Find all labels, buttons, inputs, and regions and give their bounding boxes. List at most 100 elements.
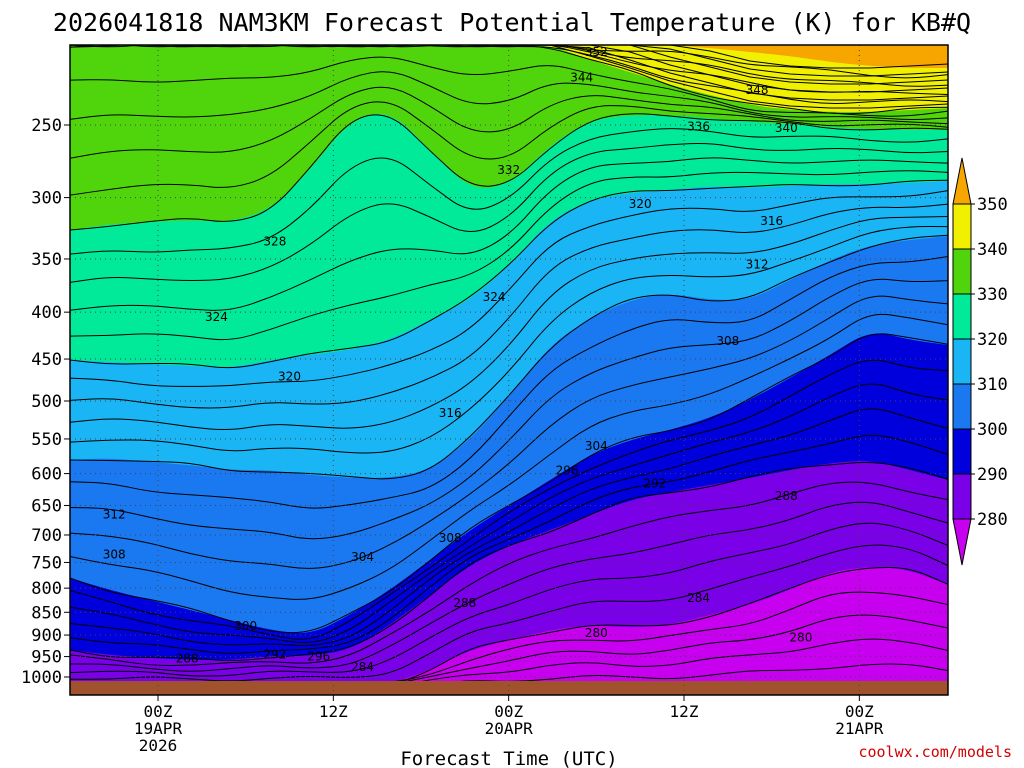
colorbar-segment	[952, 293, 972, 340]
y-tick-label: 950	[31, 648, 62, 668]
contour-label: 292	[263, 647, 286, 661]
x-tick-label: 2026	[139, 736, 178, 755]
contour-line	[70, 56, 948, 117]
y-tick-label: 400	[31, 303, 62, 323]
contour-label: 324	[205, 310, 228, 324]
colorbar-label: 310	[977, 375, 1008, 395]
contour-line	[70, 226, 948, 454]
colorbar-segment	[952, 383, 972, 430]
contour-line	[70, 383, 948, 644]
contour-label: 288	[176, 652, 199, 666]
contour-label: 352	[585, 45, 608, 59]
y-tick-label: 250	[31, 116, 62, 136]
y-tick-label: 450	[31, 350, 62, 370]
contour-line	[70, 170, 948, 341]
contour-label: 296	[556, 463, 579, 477]
band-fill-280	[70, 567, 948, 695]
contour-label: 344	[570, 71, 593, 85]
colorbar-label: 340	[977, 240, 1008, 260]
x-tick-label: 00Z	[845, 702, 874, 721]
contour-line	[70, 128, 948, 255]
contour-line	[470, 45, 948, 93]
contour-line	[70, 333, 948, 634]
x-tick-label: 12Z	[670, 702, 699, 721]
colorbar-segment	[952, 248, 972, 295]
y-tick-label: 500	[31, 392, 62, 412]
colorbar: 280 290 300 310 320 330 340 350	[952, 157, 1008, 566]
contour-label: 320	[278, 369, 301, 383]
contour-line	[470, 45, 948, 69]
y-tick-label: 1000	[21, 668, 62, 688]
x-axis-label: Forecast Time (UTC)	[400, 748, 617, 768]
contour-label: 288	[453, 596, 476, 610]
contour-line	[70, 179, 948, 369]
contour-label: 308	[103, 547, 126, 561]
contour-line	[70, 481, 948, 667]
x-tick-label: 19APR	[134, 719, 183, 738]
contour-label: 304	[351, 550, 374, 564]
y-tick-label: 550	[31, 430, 62, 450]
contour-line	[70, 522, 948, 677]
y-tick-label: 350	[31, 250, 62, 270]
contour-line	[470, 45, 948, 109]
contour-label: 288	[775, 489, 798, 503]
contour-line	[70, 359, 948, 640]
contour-label: 320	[629, 197, 652, 211]
contour-line	[70, 501, 948, 672]
contour-line	[70, 203, 948, 409]
colorbar-label: 320	[977, 330, 1008, 350]
colorbar-label: 330	[977, 285, 1008, 305]
contour-label: 308	[716, 334, 739, 348]
contour-label: 312	[746, 258, 769, 272]
y-tick-label: 700	[31, 526, 62, 546]
contour-line	[70, 544, 948, 682]
colorbar-label: 350	[977, 195, 1008, 215]
contour-label: 308	[439, 531, 462, 545]
contour-line	[70, 101, 948, 196]
contour-label: 328	[263, 235, 286, 249]
contour-line	[70, 295, 948, 569]
contour-line	[70, 278, 948, 540]
contour-line	[70, 143, 948, 283]
contour-label: 300	[234, 619, 257, 633]
contour-label: 304	[585, 439, 608, 453]
x-tick-label: 21APR	[835, 719, 884, 738]
y-tick-label: 600	[31, 465, 62, 485]
contour-label: 280	[585, 626, 608, 640]
contour-line	[70, 71, 948, 120]
contour-label: 312	[103, 508, 126, 522]
colorbar-cap-top	[952, 157, 972, 205]
contour-label: 332	[497, 163, 520, 177]
plot-area: 352 344 348 336 340 332 320 316 328 312 324 324 308 3…	[69, 44, 949, 696]
contour-label: 316	[760, 214, 783, 228]
contour-label: 284	[351, 660, 374, 674]
contour-line	[70, 113, 948, 231]
y-tick-label: 900	[31, 626, 62, 646]
contour-line	[70, 255, 948, 509]
y-tick-label: 650	[31, 496, 62, 516]
contour-line	[70, 86, 948, 159]
chart-title: 2026041818 NAM3KM Forecast Potential Tem…	[53, 8, 971, 37]
contour-line	[470, 45, 948, 77]
contour-line	[70, 45, 948, 115]
colorbar-label: 290	[977, 465, 1008, 485]
contour-line	[470, 45, 948, 85]
y-tick-label: 850	[31, 603, 62, 623]
contour-label: 284	[687, 591, 710, 605]
y-tick-label: 300	[31, 189, 62, 209]
contour-label: 292	[643, 476, 666, 490]
colorbar-segment	[952, 203, 972, 250]
contour-label: 316	[439, 406, 462, 420]
y-tick-label: 750	[31, 553, 62, 573]
x-tick-label: 00Z	[144, 702, 173, 721]
credit-text: coolwx.com/models	[858, 743, 1012, 761]
surface-band	[70, 681, 948, 695]
y-axis: 250 300 350 400 450 500 550 600 650 700 750 800 850 9…	[21, 116, 70, 688]
contour-label: 348	[746, 83, 769, 97]
x-tick-label: 00Z	[494, 702, 523, 721]
colorbar-segment	[952, 428, 972, 475]
contour-line	[70, 408, 948, 647]
contour-line	[70, 157, 948, 311]
